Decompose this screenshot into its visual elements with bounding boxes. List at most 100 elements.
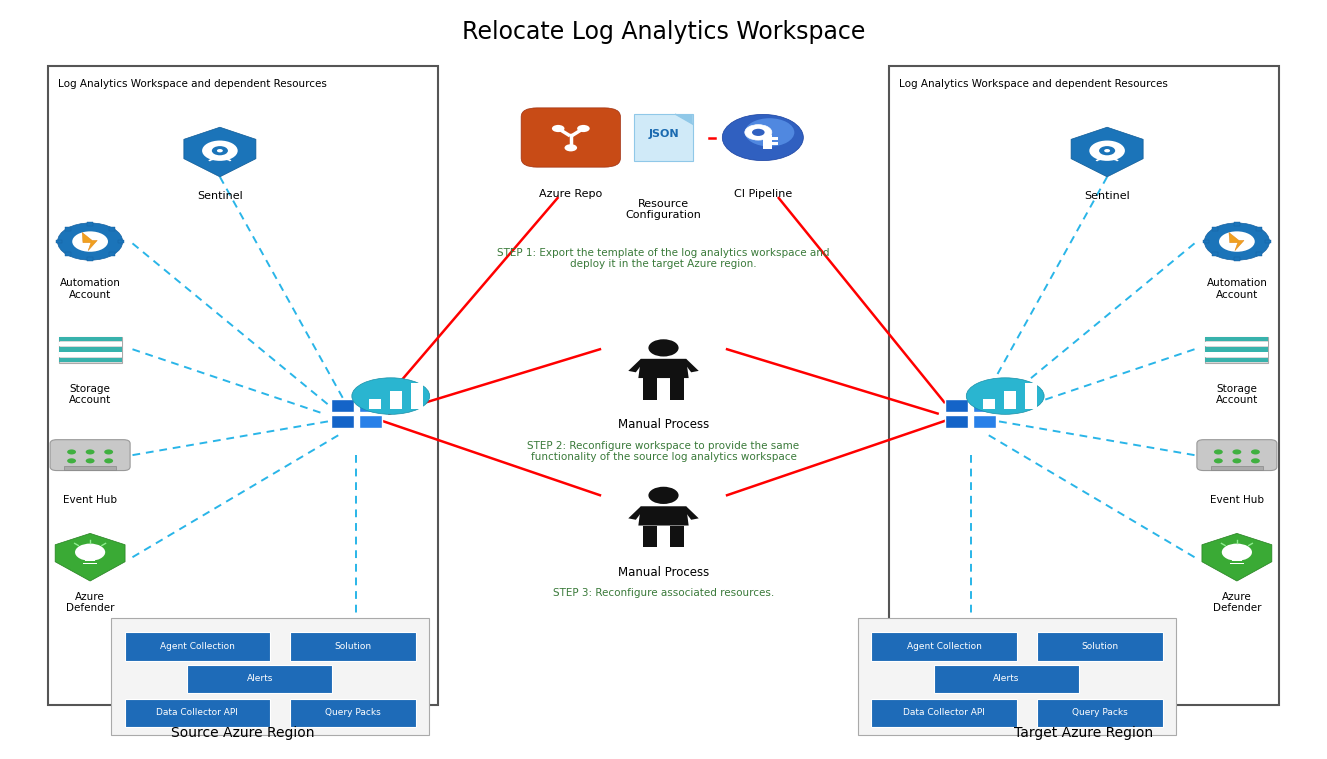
Circle shape (577, 125, 589, 132)
Text: Manual Process: Manual Process (618, 566, 709, 579)
Text: Azure
Defender: Azure Defender (66, 592, 114, 613)
Circle shape (105, 458, 113, 464)
Circle shape (86, 458, 94, 464)
Bar (983, 399, 995, 409)
Text: Storage
Account: Storage Account (1216, 384, 1258, 405)
Bar (889, 66, 1279, 704)
Bar (1205, 357, 1269, 362)
Polygon shape (675, 115, 693, 124)
Text: CI Pipeline: CI Pipeline (734, 189, 792, 199)
Text: Manual Process: Manual Process (618, 418, 709, 431)
Polygon shape (685, 359, 699, 373)
Text: Automation
Account: Automation Account (1206, 278, 1267, 300)
Bar (48, 66, 438, 704)
Bar (58, 336, 122, 363)
Bar (369, 399, 381, 409)
Polygon shape (628, 359, 642, 373)
Circle shape (744, 124, 772, 140)
Circle shape (86, 449, 94, 455)
Bar (65, 252, 72, 256)
Bar (1265, 240, 1271, 244)
Ellipse shape (352, 378, 430, 414)
Bar (65, 227, 72, 231)
Circle shape (1099, 146, 1115, 156)
Bar (772, 137, 778, 140)
Circle shape (1214, 458, 1222, 464)
Circle shape (76, 543, 105, 561)
Bar (670, 378, 683, 400)
Bar (118, 240, 125, 244)
Bar (1212, 227, 1218, 231)
Bar (111, 618, 429, 735)
Bar (1205, 342, 1269, 347)
Circle shape (649, 339, 678, 357)
Bar (358, 399, 382, 412)
Bar (330, 399, 354, 412)
Text: Resource
Configuration: Resource Configuration (625, 199, 702, 220)
Bar (934, 665, 1079, 693)
Bar (973, 415, 997, 428)
Polygon shape (1202, 534, 1271, 581)
Text: STEP 2: Reconfigure workspace to provide the same
functionality of the source lo: STEP 2: Reconfigure workspace to provide… (527, 440, 800, 462)
Circle shape (57, 223, 122, 260)
Text: Event Hub: Event Hub (64, 496, 117, 505)
Polygon shape (1229, 232, 1243, 250)
Circle shape (212, 146, 228, 156)
Circle shape (68, 458, 76, 464)
Bar (1205, 352, 1269, 357)
Bar (58, 347, 122, 351)
Bar (1255, 227, 1262, 231)
Bar (291, 698, 415, 727)
Bar (125, 698, 271, 727)
Text: Target Azure Region: Target Azure Region (1014, 726, 1153, 741)
Polygon shape (685, 506, 699, 520)
Circle shape (649, 487, 678, 504)
Text: Event Hub: Event Hub (1210, 496, 1263, 505)
Bar (330, 415, 354, 428)
Bar (1205, 347, 1269, 351)
Circle shape (72, 231, 107, 252)
Bar (634, 115, 693, 161)
Bar (945, 399, 969, 412)
Bar (1212, 252, 1218, 256)
Circle shape (105, 449, 113, 455)
Bar (56, 240, 62, 244)
Circle shape (722, 115, 803, 161)
Bar (1205, 336, 1269, 342)
Bar (1026, 383, 1038, 409)
Bar (973, 399, 997, 412)
Text: Query Packs: Query Packs (1072, 708, 1128, 717)
Text: Alerts: Alerts (247, 675, 273, 683)
Bar (1005, 392, 1016, 409)
Text: Solution: Solution (1082, 642, 1119, 651)
Circle shape (1104, 149, 1111, 153)
Bar (945, 415, 969, 428)
Bar (109, 227, 115, 231)
Polygon shape (638, 359, 689, 378)
Text: Data Collector API: Data Collector API (904, 708, 985, 717)
Text: Azure
Defender: Azure Defender (1213, 592, 1261, 613)
Polygon shape (184, 128, 256, 177)
Circle shape (1222, 543, 1251, 561)
Text: Solution: Solution (334, 642, 372, 651)
Polygon shape (56, 534, 125, 581)
Bar (358, 415, 382, 428)
Text: STEP 1: Export the template of the log analytics workspace and
deploy it in the : STEP 1: Export the template of the log a… (498, 247, 829, 269)
Bar (872, 632, 1016, 661)
Text: Alerts: Alerts (994, 675, 1019, 683)
Bar (872, 698, 1016, 727)
FancyBboxPatch shape (50, 439, 130, 471)
Circle shape (552, 125, 564, 132)
Bar (85, 556, 94, 562)
Polygon shape (1071, 128, 1143, 177)
Text: Relocate Log Analytics Workspace: Relocate Log Analytics Workspace (462, 20, 865, 43)
Bar (390, 392, 402, 409)
Polygon shape (628, 506, 642, 520)
Bar (1036, 698, 1162, 727)
Text: Automation
Account: Automation Account (60, 278, 121, 300)
Bar (64, 466, 115, 470)
Text: Azure Repo: Azure Repo (539, 189, 602, 199)
Bar (411, 383, 423, 409)
FancyBboxPatch shape (1197, 439, 1277, 471)
Bar (109, 252, 115, 256)
